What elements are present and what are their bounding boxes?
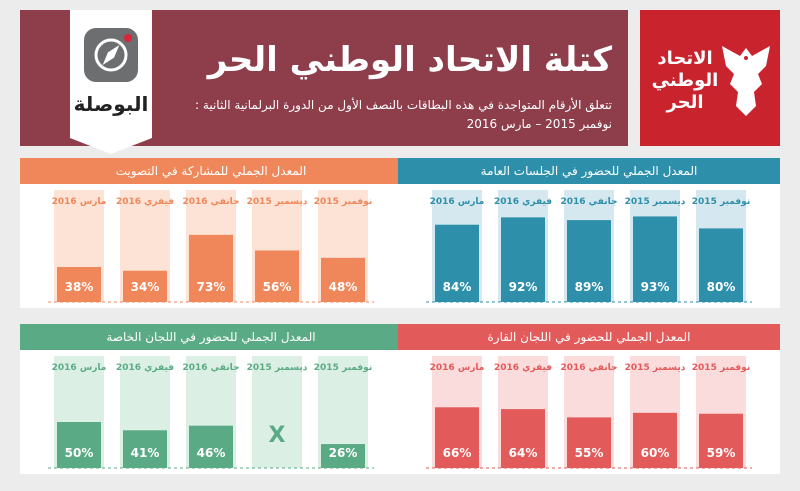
bar xyxy=(321,257,365,302)
bar xyxy=(435,224,479,302)
bar-value-label: 66% xyxy=(443,446,472,460)
bar-value-label: 64% xyxy=(509,446,538,460)
month-label: ديسمبر 2015 xyxy=(247,197,308,207)
site-logo[interactable]: البوصلة xyxy=(70,10,152,154)
month-label: نوفمبر 2015 xyxy=(314,197,372,207)
month-label: فيفري 2016 xyxy=(494,363,552,373)
compass-icon xyxy=(84,28,138,82)
bar xyxy=(189,234,233,302)
bar-value-label: 59% xyxy=(707,446,736,460)
bar-value-label: 89% xyxy=(575,280,604,294)
month-label: نوفمبر 2015 xyxy=(692,197,750,207)
bar-value-label: 80% xyxy=(707,280,736,294)
bar-value-label: 56% xyxy=(263,280,292,294)
panel-title: المعدل الجملي للحضور في الجلسات العامة xyxy=(398,158,780,184)
bar-value-label: 73% xyxy=(197,280,226,294)
panel-title: المعدل الجملي للمشاركة في التصويت xyxy=(20,158,402,184)
special-committees-panel: المعدل الجملي للحضور في اللجان الخاصة نو… xyxy=(20,324,402,474)
bar-value-label: 34% xyxy=(131,280,160,294)
bar xyxy=(123,430,167,468)
bar xyxy=(123,270,167,302)
month-label: ديسمبر 2015 xyxy=(625,197,686,207)
bar-value-label: 26% xyxy=(329,446,358,460)
bar xyxy=(435,407,479,468)
month-column xyxy=(252,356,302,468)
bar-value-label: 92% xyxy=(509,280,538,294)
page-title: كتلة الاتحاد الوطني الحر xyxy=(207,40,612,80)
month-label: جانفي 2016 xyxy=(182,363,239,373)
month-label: مارس 2016 xyxy=(52,197,107,207)
month-label: جانفي 2016 xyxy=(560,197,617,207)
no-data-label: X xyxy=(269,423,286,448)
bar xyxy=(321,444,365,468)
bar xyxy=(57,267,101,302)
bar-value-label: 93% xyxy=(641,280,670,294)
bar-value-label: 84% xyxy=(443,280,472,294)
panel-title: المعدل الجملي للحضور في اللجان القارة xyxy=(398,324,780,350)
period-dates: نوفمبر 2015 – مارس 2016 xyxy=(466,117,612,131)
standing-committees-chart: نوفمبر 2015 59% ديسمبر 2015 60% جانفي 2016 55… xyxy=(426,356,752,469)
bar xyxy=(633,216,677,302)
bar xyxy=(501,409,545,468)
bar-value-label: 55% xyxy=(575,446,604,460)
eagle-icon xyxy=(722,46,770,116)
bar xyxy=(633,412,677,468)
page-subtitle: تتعلق الأرقام المتواجدة في هذه البطاقات … xyxy=(195,98,612,112)
bar xyxy=(699,413,743,468)
bar-value-label: 50% xyxy=(65,446,94,460)
month-label: ديسمبر 2015 xyxy=(247,363,308,373)
bar xyxy=(567,417,611,468)
bar-value-label: 38% xyxy=(65,280,94,294)
month-label: مارس 2016 xyxy=(52,363,107,373)
party-logo-text: الاتحاد الوطني الحر xyxy=(651,48,719,113)
public-sessions-chart: نوفمبر 2015 80% ديسمبر 2015 93% جانفي 2016 89… xyxy=(426,190,752,303)
standing-committees-panel: المعدل الجملي للحضور في اللجان القارة نو… xyxy=(398,324,780,474)
bar xyxy=(567,220,611,302)
panel-title: المعدل الجملي للحضور في اللجان الخاصة xyxy=(20,324,402,350)
month-label: مارس 2016 xyxy=(430,363,485,373)
logo-dot xyxy=(124,34,132,42)
special-committees-chart: نوفمبر 2015 26% ديسمبر 2015 X جانفي 2016 46% ف… xyxy=(48,356,374,469)
voting-participation-chart: نوفمبر 2015 48% ديسمبر 2015 56% جانفي 2016 73… xyxy=(48,190,374,303)
site-logo-text: البوصلة xyxy=(73,92,149,116)
month-label: فيفري 2016 xyxy=(116,363,174,373)
month-label: جانفي 2016 xyxy=(560,363,617,373)
month-label: فيفري 2016 xyxy=(116,197,174,207)
bar xyxy=(699,228,743,302)
public-sessions-panel: المعدل الجملي للحضور في الجلسات العامة ن… xyxy=(398,158,780,308)
month-label: فيفري 2016 xyxy=(494,197,552,207)
bar-value-label: 48% xyxy=(329,280,358,294)
voting-participation-panel: المعدل الجملي للمشاركة في التصويت نوفمبر… xyxy=(20,158,402,308)
bar-value-label: 41% xyxy=(131,446,160,460)
bar xyxy=(501,217,545,302)
bar xyxy=(255,250,299,302)
header-banner: البوصلة كتلة الاتحاد الوطني الحر تتعلق ا… xyxy=(20,10,628,154)
bar-value-label: 46% xyxy=(197,446,226,460)
month-label: نوفمبر 2015 xyxy=(692,363,750,373)
bar xyxy=(189,425,233,468)
party-logo: الاتحاد الوطني الحر xyxy=(640,10,780,146)
month-label: مارس 2016 xyxy=(430,197,485,207)
bar xyxy=(57,422,101,468)
month-label: جانفي 2016 xyxy=(182,197,239,207)
month-label: ديسمبر 2015 xyxy=(625,363,686,373)
bar-value-label: 60% xyxy=(641,446,670,460)
month-label: نوفمبر 2015 xyxy=(314,363,372,373)
